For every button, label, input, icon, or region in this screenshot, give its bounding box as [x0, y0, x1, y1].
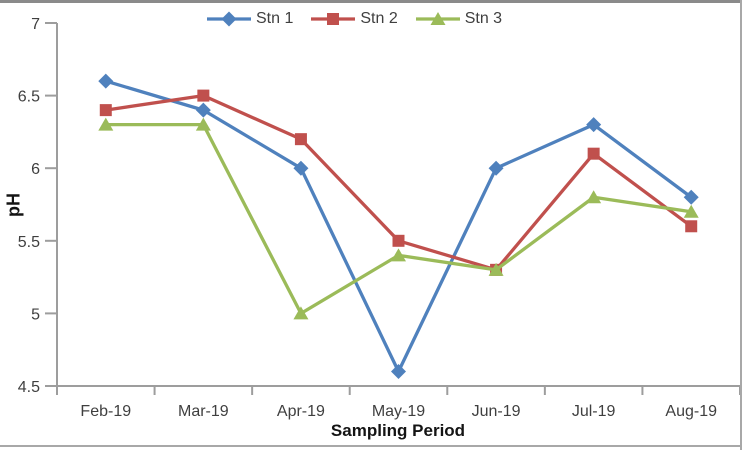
frame-border-top — [0, 0, 742, 3]
square-marker — [197, 89, 210, 102]
legend-item-stn-1: Stn 1 — [206, 9, 293, 29]
diamond-marker — [221, 11, 237, 27]
x-tick-label: Aug-19 — [665, 403, 717, 420]
diamond-marker — [98, 73, 114, 89]
chart-legend: Stn 1 Stn 2 Stn 3 — [206, 9, 502, 29]
square-marker — [392, 234, 405, 247]
triangle-marker — [683, 204, 699, 218]
y-tick-label: 6.5 — [18, 89, 40, 106]
y-tick-label: 5 — [31, 306, 40, 323]
legend-item-stn-2: Stn 2 — [310, 9, 398, 29]
x-tick-label: Feb-19 — [80, 403, 131, 420]
diamond-marker — [293, 160, 309, 176]
legend-item-stn-3: Stn 3 — [415, 9, 502, 29]
x-tick-label: Apr-19 — [277, 403, 325, 420]
frame-border-bottom — [0, 445, 742, 447]
triangle-marker — [293, 306, 309, 320]
y-axis-title: pH — [3, 193, 24, 217]
frame-border-right — [740, 0, 742, 450]
square-legend-icon — [311, 13, 356, 25]
x-tick-label: Mar-19 — [178, 403, 229, 420]
legend-label: Stn 2 — [360, 10, 398, 27]
triangle-marker — [430, 12, 446, 25]
triangle-marker — [195, 117, 211, 131]
x-tick-label: May-19 — [372, 403, 425, 420]
series-line-stn-3 — [105, 122, 692, 316]
diamond-legend-icon — [207, 11, 251, 27]
y-tick-label: 4.5 — [18, 379, 40, 396]
legend-label: Stn 1 — [256, 10, 294, 27]
square-marker — [587, 147, 600, 160]
legend-label: Stn 3 — [464, 10, 503, 27]
y-tick-label: 6 — [31, 161, 40, 178]
triangle-marker — [391, 248, 406, 262]
y-tick-label: 5.5 — [18, 234, 40, 251]
square-marker — [327, 13, 340, 25]
triangle-marker — [586, 190, 602, 204]
square-marker — [685, 220, 698, 233]
triangle-marker — [488, 262, 504, 276]
square-marker — [99, 104, 112, 117]
y-tick-label: 7 — [31, 16, 40, 33]
diamond-marker — [195, 102, 211, 118]
x-tick-label: Jun-19 — [472, 403, 521, 420]
x-axis-title: Sampling Period — [330, 421, 466, 440]
triangle-marker — [98, 117, 114, 131]
diamond-marker — [391, 363, 406, 379]
triangle-legend-icon — [415, 12, 460, 25]
x-tick-label: Jul-19 — [572, 403, 616, 420]
diamond-marker — [586, 117, 602, 133]
diamond-marker — [488, 160, 504, 176]
square-marker — [294, 133, 307, 146]
diamond-marker — [683, 189, 699, 205]
